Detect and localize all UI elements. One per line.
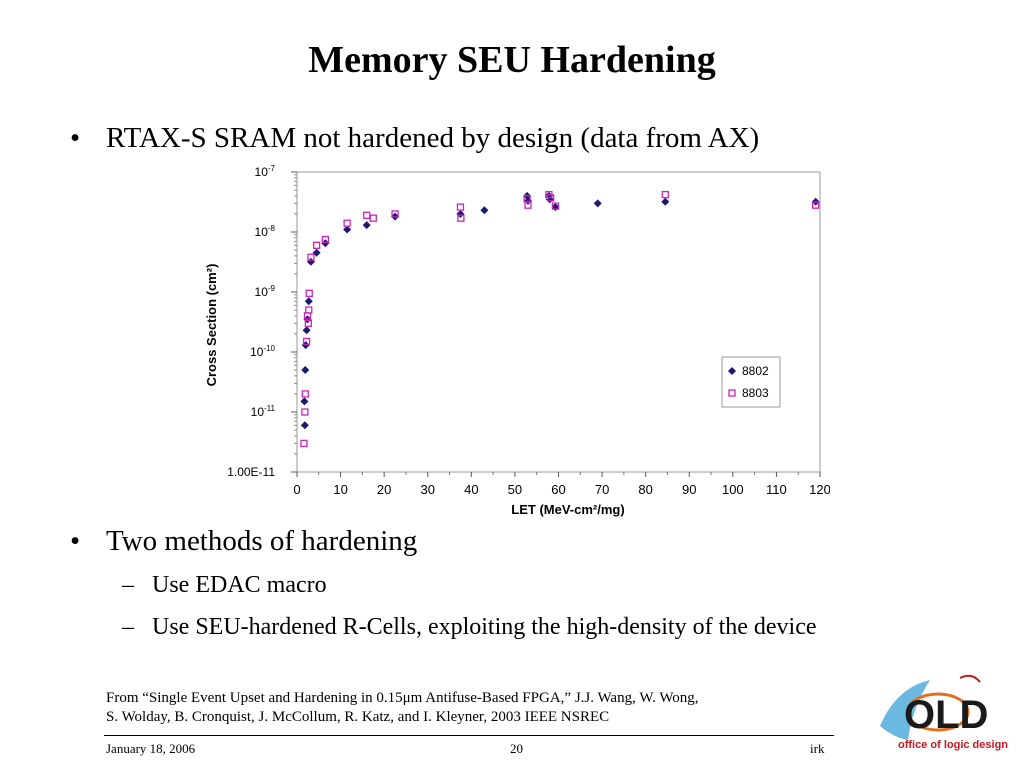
citation: From “Single Event Upset and Hardening i… bbox=[106, 689, 806, 727]
x-tick-label: 90 bbox=[682, 482, 696, 497]
x-tick-label: 100 bbox=[722, 482, 744, 497]
bullet-two-methods: • Two methods of hardening bbox=[70, 525, 418, 558]
point-8802 bbox=[523, 196, 532, 205]
point-8803 bbox=[551, 202, 560, 210]
point-8802 bbox=[593, 199, 602, 208]
point-8803 bbox=[301, 390, 309, 398]
y-tick-label: 10-11 bbox=[251, 404, 276, 419]
point-8803 bbox=[312, 241, 321, 249]
footer-author: irk bbox=[810, 741, 825, 756]
y-axis-label: Cross Section (cm²) bbox=[204, 264, 219, 387]
bullet-glyph: • bbox=[70, 122, 81, 154]
citation-line: S. Wolday, B. Cronquist, J. McCollum, R.… bbox=[106, 709, 610, 725]
point-8803 bbox=[343, 219, 351, 227]
point-8803 bbox=[457, 214, 465, 222]
point-8802 bbox=[301, 341, 310, 350]
x-tick-label: 60 bbox=[551, 482, 565, 497]
y-tick-label: 10-9 bbox=[255, 284, 276, 299]
legend-marker-8802 bbox=[728, 367, 736, 375]
point-8803 bbox=[369, 214, 377, 222]
old-logo: OLD office of logic design bbox=[880, 674, 1008, 751]
footer-rule bbox=[104, 735, 834, 736]
bullet-glyph: • bbox=[70, 525, 81, 557]
plot-area bbox=[296, 171, 821, 473]
dash-glyph: – bbox=[122, 572, 134, 598]
point-8803 bbox=[307, 253, 315, 261]
y-tick-label: 10-8 bbox=[255, 224, 276, 239]
point-8802 bbox=[302, 326, 311, 335]
point-8803 bbox=[302, 337, 311, 346]
footer-page-number: 20 bbox=[510, 741, 523, 756]
x-tick-label: 110 bbox=[766, 482, 787, 497]
x-tick-label: 10 bbox=[333, 482, 347, 497]
point-8802 bbox=[312, 248, 321, 257]
dash-glyph: – bbox=[122, 614, 134, 640]
logo-swoosh bbox=[959, 674, 981, 683]
logo-tagline: office of logic design bbox=[898, 739, 1008, 751]
cross-section-chart: 0 10 20 30 40 50 60 70 80 90 100 110 120 10-7 10-8 10-… bbox=[204, 164, 830, 517]
logo-letters: OLD bbox=[904, 693, 988, 737]
bullet-text: RTAX-S SRAM not hardened by design (data… bbox=[106, 122, 760, 154]
sub-bullet-edac: – Use EDAC macro bbox=[122, 572, 327, 599]
point-8803 bbox=[301, 408, 309, 416]
slide-title: Memory SEU Hardening bbox=[308, 39, 716, 81]
x-tick-label: 20 bbox=[377, 482, 391, 497]
x-tick-label: 80 bbox=[638, 482, 652, 497]
point-8803 bbox=[456, 203, 465, 211]
y-tick-label: 10-7 bbox=[255, 164, 276, 179]
point-8803 bbox=[304, 319, 312, 328]
point-8802 bbox=[304, 297, 313, 306]
legend-label-8803: 8803 bbox=[742, 386, 769, 400]
x-tick-label: 70 bbox=[595, 482, 609, 497]
x-tick-label: 120 bbox=[809, 482, 830, 497]
logo-sail-shape bbox=[880, 680, 930, 740]
point-8803 bbox=[811, 201, 820, 209]
sub-bullet-text: Use SEU-hardened R-Cells, exploiting the… bbox=[152, 614, 817, 640]
x-tick-label: 0 bbox=[293, 482, 300, 497]
logo-ring-shape bbox=[906, 692, 970, 732]
x-axis-label: LET (MeV-cm²/mg) bbox=[511, 502, 624, 517]
bullet-rtax-sram: • RTAX-S SRAM not hardened by design (da… bbox=[70, 122, 760, 155]
citation-line: From “Single Event Upset and Hardening i… bbox=[106, 690, 699, 706]
point-8803 bbox=[300, 439, 308, 448]
point-8802 bbox=[300, 421, 309, 430]
sub-bullet-rcells: – Use SEU-hardened R-Cells, exploiting t… bbox=[122, 614, 817, 641]
point-8802 bbox=[300, 397, 309, 406]
point-8803 bbox=[321, 235, 329, 244]
legend-box bbox=[721, 356, 781, 408]
x-tick-label: 40 bbox=[464, 482, 478, 497]
legend-marker-8803 bbox=[728, 389, 736, 397]
point-8803 bbox=[391, 210, 399, 218]
point-8802 bbox=[480, 206, 489, 215]
point-8803 bbox=[305, 289, 313, 297]
legend-label-8802: 8802 bbox=[742, 364, 769, 378]
point-8802 bbox=[301, 366, 310, 375]
point-8802 bbox=[321, 239, 330, 248]
point-8803 bbox=[661, 190, 669, 199]
point-8803 bbox=[547, 194, 555, 202]
x-tick-label: 50 bbox=[508, 482, 522, 497]
x-tick-label: 30 bbox=[421, 482, 435, 497]
y-tick-label: 10-10 bbox=[250, 344, 275, 359]
point-8803 bbox=[524, 201, 532, 209]
point-8802 bbox=[661, 197, 670, 206]
bullet-text: Two methods of hardening bbox=[106, 525, 418, 557]
footer-date: January 18, 2006 bbox=[106, 741, 196, 756]
point-8802 bbox=[343, 225, 352, 234]
sub-bullet-text: Use EDAC macro bbox=[152, 572, 327, 598]
point-8802 bbox=[362, 221, 371, 230]
chart-legend: 8802 8803 bbox=[721, 356, 781, 408]
y-tick-label: 1.00E-11 bbox=[227, 465, 275, 479]
point-8803 bbox=[305, 306, 313, 314]
